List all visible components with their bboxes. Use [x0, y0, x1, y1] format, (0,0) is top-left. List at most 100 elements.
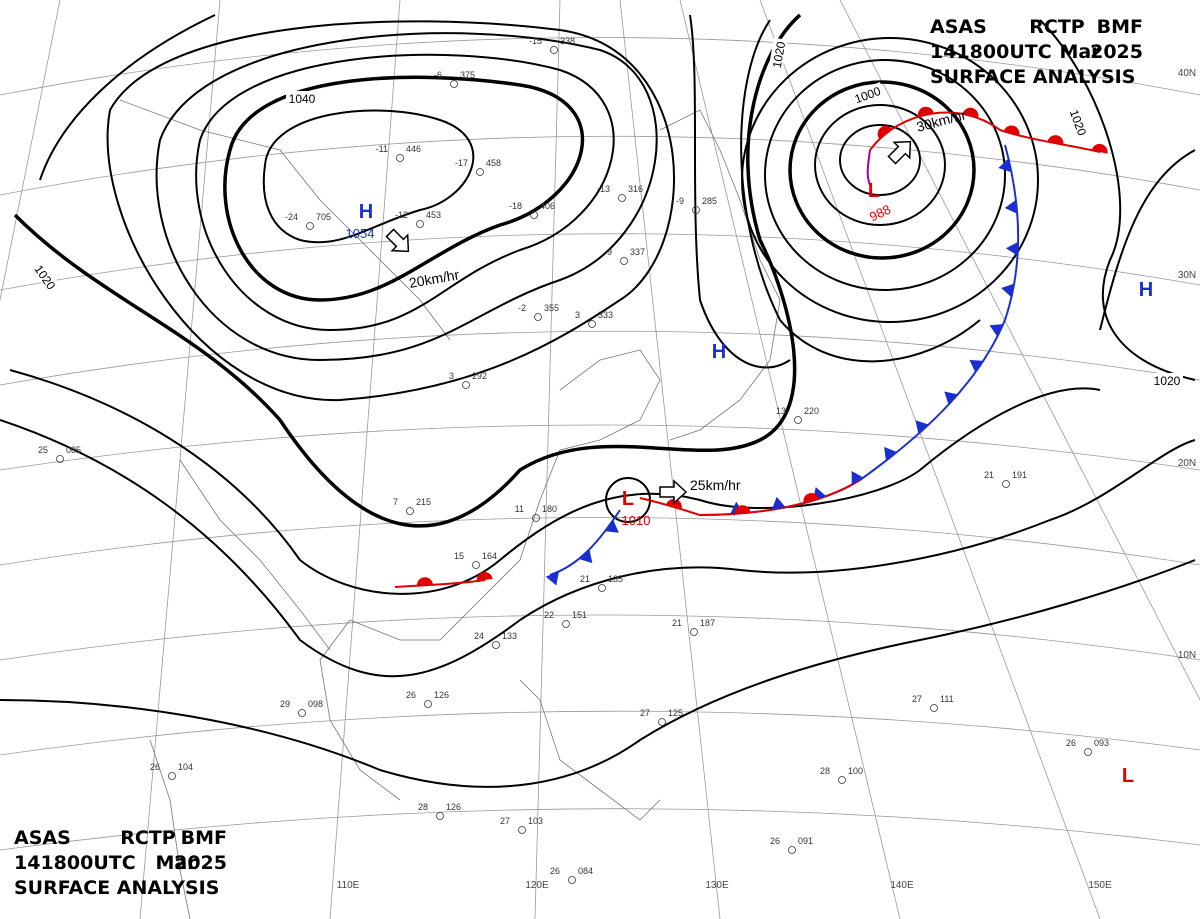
warm-front-symbol — [416, 577, 433, 586]
header-text: Mar — [1059, 41, 1101, 63]
station-pressure: 126 — [434, 690, 449, 700]
station-pressure: 338 — [560, 36, 575, 46]
station-temperature: 26 — [406, 690, 416, 700]
station-temperature: -9 — [676, 196, 684, 206]
station-circle — [530, 211, 538, 219]
station-pressure: 100 — [848, 766, 863, 776]
pressure-center: L — [868, 180, 880, 202]
station-pressure: 093 — [1094, 738, 1109, 748]
cold-front-symbol — [851, 471, 864, 485]
station-temperature: -6 — [434, 70, 442, 80]
header-text: 141800UTC — [930, 41, 1052, 63]
station-plot: 7 215 — [393, 497, 431, 515]
station-plot: -11 446 — [376, 144, 421, 162]
isobar-label-bg — [768, 37, 788, 72]
station-circle — [424, 700, 432, 708]
station-pressure: 187 — [700, 618, 715, 628]
station-plot: 27 111 — [912, 694, 954, 712]
motion-label: 25km/hr — [690, 477, 741, 493]
station-circle — [1002, 480, 1010, 488]
cold-front-symbol — [915, 420, 929, 434]
station-temperature: 24 — [474, 631, 484, 641]
station-temperature: 27 — [640, 708, 650, 718]
station-circle — [450, 80, 458, 88]
station-temperature: 21 — [672, 618, 682, 628]
station-plot: 3 292 — [449, 371, 487, 389]
station-pressure: 104 — [178, 762, 193, 772]
header-text: BMF — [1097, 16, 1143, 38]
station-plot: -2 355 — [518, 303, 559, 321]
station-plot: 28 100 — [820, 766, 863, 784]
station-circle — [306, 222, 314, 230]
motion-arrow — [887, 140, 912, 165]
warm-front-symbol — [476, 572, 493, 582]
cold-front-symbol — [579, 549, 593, 564]
cold-front-symbol — [969, 359, 984, 373]
station-pressure: 446 — [406, 144, 421, 154]
station-temperature: 21 — [580, 574, 590, 584]
isobar-label: 1040 — [289, 92, 316, 106]
station-temperature: 3 — [449, 371, 454, 381]
station-plot: -12 453 — [395, 210, 441, 228]
pressure-center: H — [1139, 279, 1153, 301]
motion-arrow — [385, 228, 410, 253]
station-temperature: 26 — [150, 762, 160, 772]
motion-arrow — [659, 479, 688, 505]
station-plot: 11 180 — [515, 504, 557, 522]
station-plot: 26 091 — [770, 836, 813, 854]
header-text: ASAS — [930, 16, 987, 38]
station-circle — [618, 194, 626, 202]
station-pressure: 375 — [460, 70, 475, 80]
station-circle — [472, 561, 480, 569]
station-temperature: 27 — [912, 694, 922, 704]
header-text: Mar — [155, 852, 197, 874]
station-plot: 21 187 — [672, 618, 715, 636]
station-plot: 21 191 — [984, 470, 1027, 488]
station-circle — [532, 514, 540, 522]
station-pressure: 133 — [502, 631, 517, 641]
station-circle — [298, 709, 306, 717]
station-pressure: 191 — [1012, 470, 1027, 480]
station-pressure: 091 — [798, 836, 813, 846]
station-circle — [562, 620, 570, 628]
station-pressure: 220 — [804, 406, 819, 416]
warm-front-symbol — [803, 493, 820, 504]
isobar-label: 1020 — [1154, 374, 1181, 388]
warm-front-symbol — [734, 505, 751, 514]
station-pressure: 135 — [608, 574, 623, 584]
station-temperature: -2 — [518, 303, 526, 313]
station-circle — [692, 206, 700, 214]
longitude-label: 150E — [1088, 880, 1112, 891]
header-text: ASAS — [14, 827, 71, 849]
latitude-label: 30N — [1178, 270, 1196, 281]
warm-front-symbol — [877, 125, 892, 139]
header-text: 141800UTC — [14, 852, 136, 874]
station-circle — [598, 584, 606, 592]
station-temperature: 22 — [544, 610, 554, 620]
warm-front-symbol — [666, 498, 682, 510]
isobars — [0, 13, 1196, 788]
isobar-label-bg — [849, 82, 885, 107]
warm-front-symbol — [1003, 125, 1020, 136]
latitude-label: 20N — [1178, 458, 1196, 469]
warm-front-symbol — [1047, 135, 1064, 145]
isobar-label-bg — [286, 91, 318, 105]
station-plot: 28 126 — [418, 802, 461, 820]
station-pressure: 084 — [578, 866, 593, 876]
station-plot: -13 316 — [597, 184, 643, 202]
station-temperature: -17 — [455, 158, 468, 168]
station-temperature: -13 — [597, 184, 610, 194]
station-circle — [406, 507, 414, 515]
station-circle — [550, 46, 558, 54]
station-pressure: 316 — [628, 184, 643, 194]
isobar-label: 1020 — [770, 40, 788, 69]
station-pressure: 098 — [308, 699, 323, 709]
header-text: BMF — [181, 827, 227, 849]
station-temperature: 7 — [393, 497, 398, 507]
station-circle — [658, 718, 666, 726]
station-pressure: 458 — [486, 158, 501, 168]
station-circle — [396, 154, 404, 162]
cold-front-symbol — [989, 324, 1004, 337]
station-circle — [930, 704, 938, 712]
